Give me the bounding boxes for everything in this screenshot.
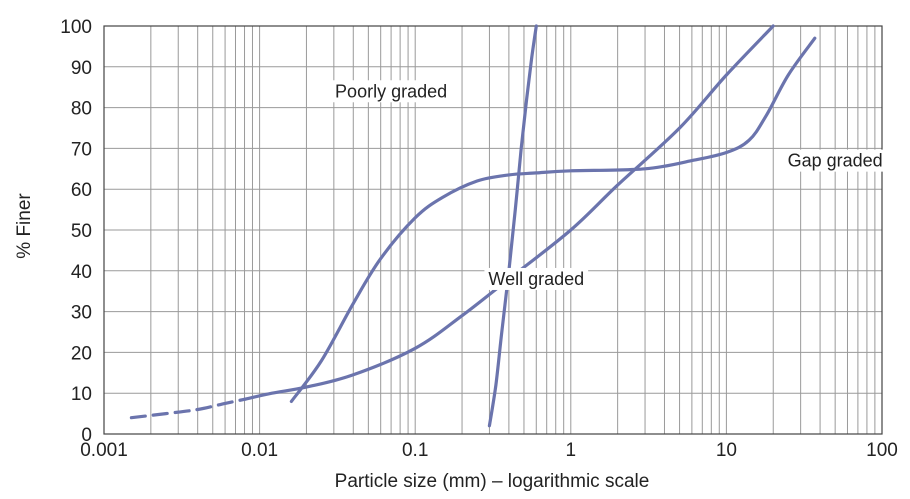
grid	[103, 25, 882, 435]
poorly-graded-label: Poorly graded	[331, 80, 452, 103]
x-tick-label: 0.01	[241, 440, 278, 461]
y-tick-label: 20	[71, 343, 92, 364]
gap-graded-label-background	[783, 149, 887, 172]
x-tick-label: 100	[866, 440, 898, 461]
y-tick-label: 100	[60, 17, 92, 38]
y-tick-label: 60	[71, 180, 92, 201]
x-tick-label: 10	[716, 440, 737, 461]
x-tick-label: 0.1	[402, 440, 428, 461]
y-axis-label: % Finer	[14, 193, 35, 259]
well-graded-label-background	[484, 267, 589, 290]
y-tick-label: 50	[71, 221, 92, 242]
y-tick-label: 0	[81, 425, 92, 446]
y-tick-label: 40	[71, 262, 92, 283]
curve-labels: Poorly graded Well graded Gap graded	[331, 80, 887, 290]
x-tick-labels: 0.001 0.01 0.1 1 10 100	[80, 440, 898, 461]
plot-frame	[103, 25, 883, 435]
poorly-graded-curve	[487, 24, 538, 428]
well-graded-label-text: Well graded	[488, 269, 584, 289]
gap-graded-label: Gap graded	[783, 149, 887, 172]
curves	[129, 24, 817, 428]
x-tick-label: 0.001	[80, 440, 128, 461]
x-tick-label: 1	[566, 440, 577, 461]
gap-graded-curve	[289, 36, 817, 403]
y-tick-label: 30	[71, 303, 92, 324]
y-tick-label: 70	[71, 139, 92, 160]
x-axis-label: Particle size (mm) – logarithmic scale	[335, 471, 650, 492]
gap-graded-label-text: Gap graded	[788, 151, 883, 171]
well-graded-curve-dashed	[129, 397, 247, 420]
y-tick-label: 90	[71, 58, 92, 79]
poorly-graded-label-background	[331, 80, 452, 103]
y-tick-label: 80	[71, 99, 92, 120]
poorly-graded-label-text: Poorly graded	[335, 81, 447, 101]
y-tick-labels: 0 10 20 30 40 50 60 70 80 90 100	[60, 17, 92, 446]
well-graded-label: Well graded	[484, 267, 589, 290]
y-tick-label: 10	[71, 384, 92, 405]
